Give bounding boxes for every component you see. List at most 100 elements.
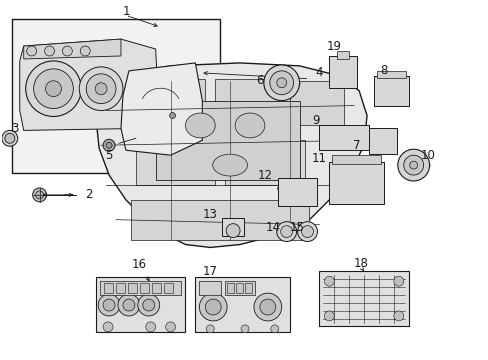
- Text: 12: 12: [257, 168, 272, 181]
- Ellipse shape: [212, 154, 247, 176]
- Circle shape: [206, 325, 214, 333]
- Bar: [104, 283, 113, 293]
- Text: 3: 3: [11, 122, 19, 135]
- Circle shape: [33, 188, 46, 202]
- Text: 9: 9: [312, 114, 320, 127]
- Bar: [328, 162, 383, 204]
- Bar: [141, 79, 205, 129]
- Bar: [116, 283, 124, 293]
- Text: 18: 18: [353, 257, 368, 270]
- Circle shape: [62, 46, 72, 56]
- Circle shape: [225, 224, 240, 238]
- Bar: [289, 81, 344, 125]
- Bar: [140, 283, 148, 293]
- Bar: [224, 140, 304, 185]
- Bar: [131, 200, 309, 239]
- Circle shape: [241, 325, 248, 333]
- Circle shape: [27, 46, 37, 56]
- Bar: [236, 283, 243, 293]
- Circle shape: [145, 322, 155, 332]
- Circle shape: [142, 299, 154, 311]
- Polygon shape: [96, 63, 366, 247]
- Text: 6: 6: [256, 74, 263, 87]
- Circle shape: [259, 299, 275, 315]
- Circle shape: [297, 222, 317, 242]
- Bar: [12, 19, 220, 173]
- Bar: [155, 100, 299, 180]
- Text: 11: 11: [311, 152, 326, 165]
- Bar: [215, 79, 279, 129]
- Circle shape: [393, 276, 403, 286]
- Circle shape: [253, 293, 281, 321]
- Ellipse shape: [235, 113, 264, 138]
- Polygon shape: [20, 39, 158, 130]
- Bar: [224, 281, 254, 295]
- Circle shape: [169, 113, 175, 118]
- Circle shape: [34, 69, 73, 109]
- Bar: [136, 140, 215, 185]
- Circle shape: [301, 226, 313, 238]
- Circle shape: [276, 78, 286, 88]
- Circle shape: [199, 293, 226, 321]
- Text: 14: 14: [264, 221, 280, 234]
- Ellipse shape: [185, 113, 215, 138]
- Polygon shape: [121, 63, 202, 155]
- Bar: [100, 281, 181, 295]
- Circle shape: [280, 226, 292, 238]
- Bar: [222, 218, 244, 235]
- Text: 7: 7: [353, 139, 360, 152]
- Circle shape: [324, 311, 334, 321]
- Circle shape: [165, 322, 175, 332]
- Circle shape: [264, 65, 299, 100]
- Circle shape: [122, 299, 135, 311]
- Bar: [277, 178, 317, 206]
- Bar: [226, 283, 234, 293]
- Bar: [163, 283, 172, 293]
- Circle shape: [26, 61, 81, 117]
- Circle shape: [5, 133, 15, 143]
- Circle shape: [86, 74, 116, 104]
- Circle shape: [393, 311, 403, 321]
- Circle shape: [98, 294, 120, 316]
- Circle shape: [79, 67, 122, 111]
- Bar: [244, 283, 251, 293]
- Text: 19: 19: [326, 40, 341, 53]
- Circle shape: [103, 139, 115, 151]
- Circle shape: [118, 294, 140, 316]
- Text: 16: 16: [131, 258, 146, 271]
- Text: 1: 1: [122, 5, 129, 18]
- Text: 4: 4: [315, 66, 323, 79]
- Bar: [96, 277, 185, 332]
- Bar: [128, 283, 137, 293]
- Bar: [319, 271, 408, 326]
- Bar: [328, 56, 356, 88]
- Bar: [151, 283, 161, 293]
- Circle shape: [95, 83, 107, 95]
- Text: 2: 2: [85, 188, 93, 201]
- Bar: [319, 125, 368, 150]
- Circle shape: [138, 294, 160, 316]
- Circle shape: [324, 276, 334, 286]
- Circle shape: [106, 142, 112, 148]
- Bar: [199, 281, 221, 295]
- Circle shape: [409, 161, 417, 169]
- Circle shape: [103, 299, 115, 311]
- Circle shape: [276, 222, 296, 242]
- Bar: [368, 129, 396, 154]
- Circle shape: [397, 149, 428, 181]
- Polygon shape: [24, 39, 121, 59]
- Text: 13: 13: [203, 208, 217, 221]
- Circle shape: [103, 322, 113, 332]
- Circle shape: [269, 71, 293, 95]
- Circle shape: [2, 130, 18, 146]
- Bar: [195, 277, 289, 332]
- Circle shape: [36, 191, 43, 199]
- Bar: [337, 51, 348, 59]
- Circle shape: [205, 299, 221, 315]
- Circle shape: [44, 46, 54, 56]
- Bar: [373, 76, 408, 105]
- Circle shape: [80, 46, 90, 56]
- Text: 5: 5: [105, 149, 113, 162]
- Circle shape: [45, 81, 61, 96]
- Circle shape: [403, 155, 423, 175]
